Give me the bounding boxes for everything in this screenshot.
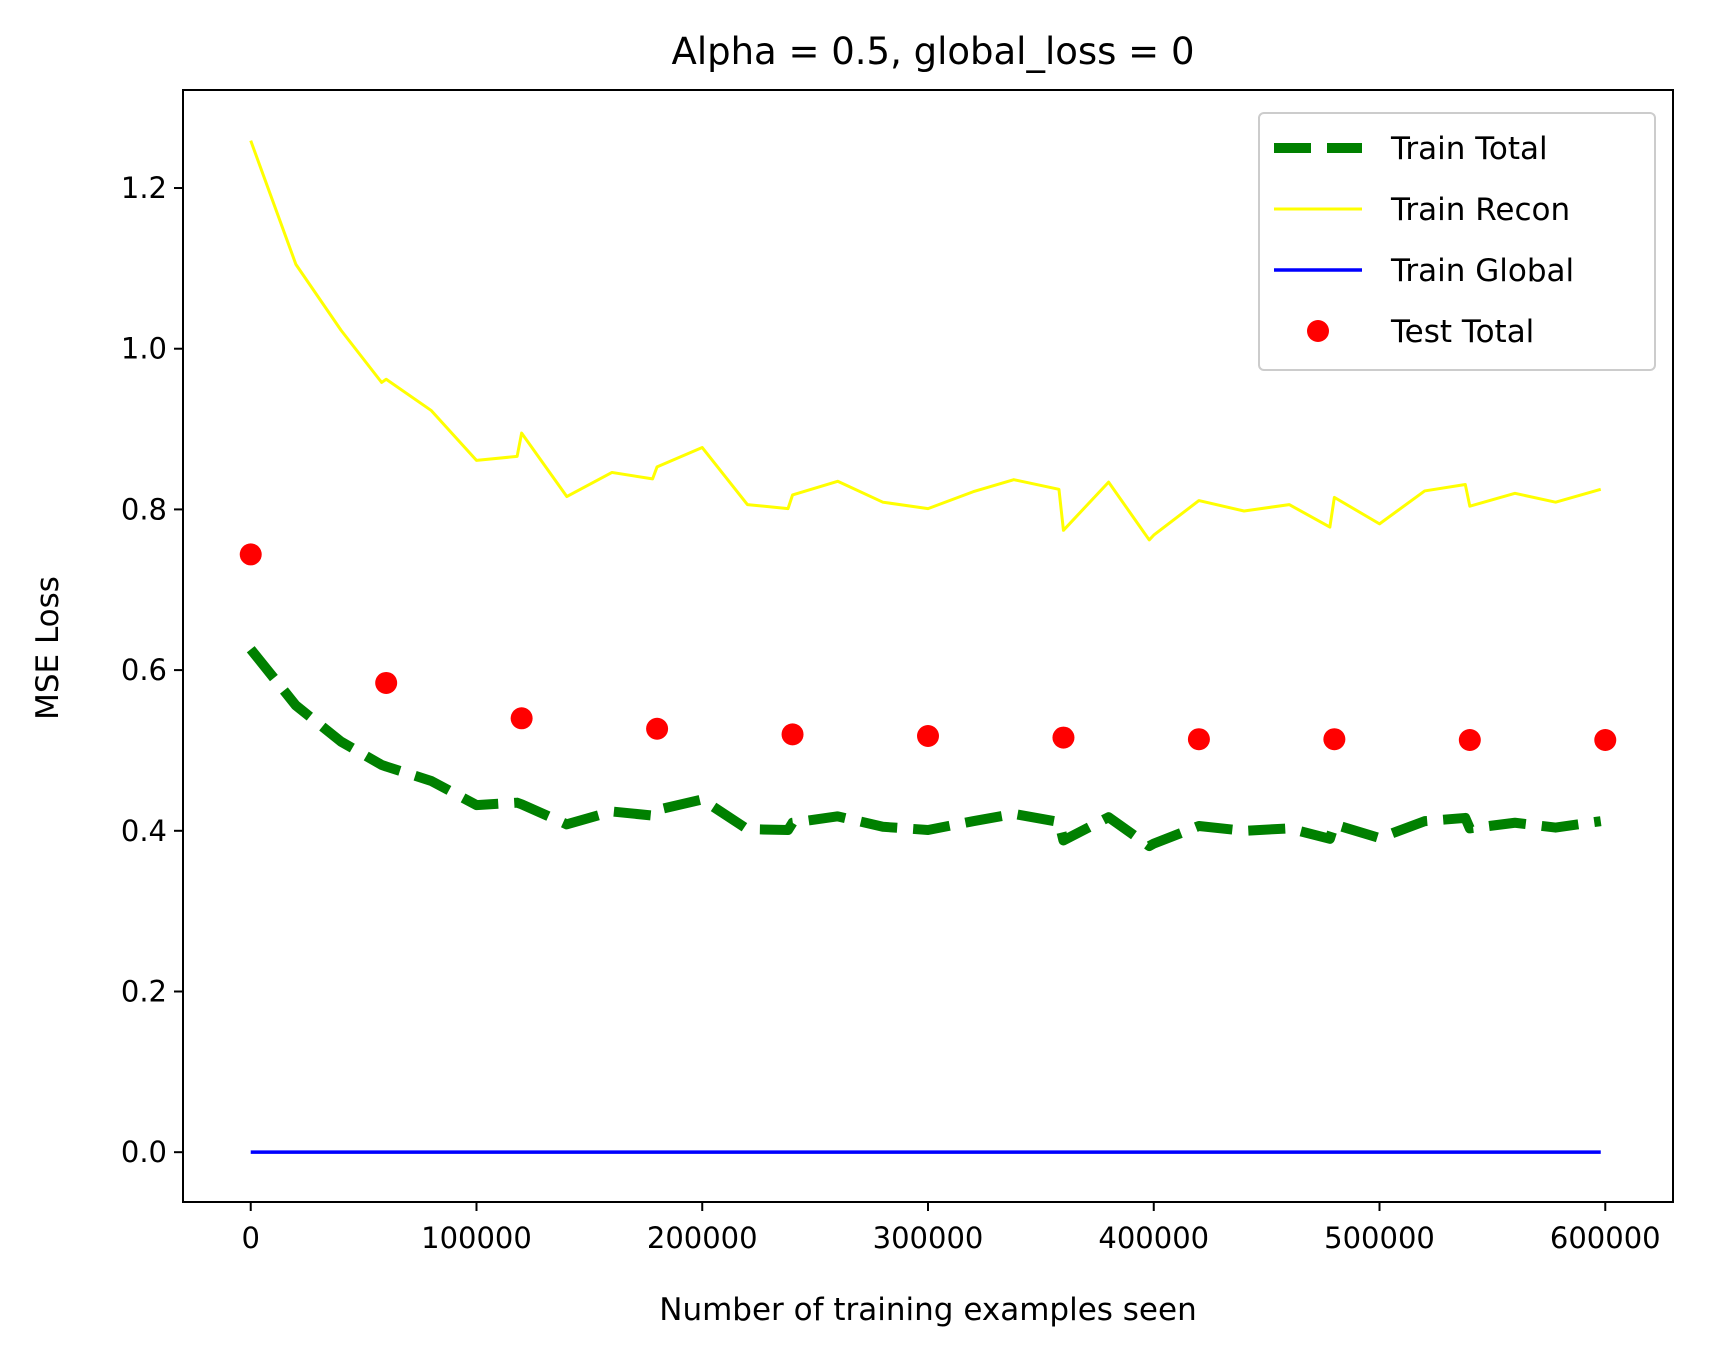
x-axis: 0 100000 200000 300000 400000 500000 600000: [242, 1202, 1661, 1255]
legend-label-test-total: Test Total: [1390, 314, 1534, 350]
y-tick-label: 1.0: [121, 332, 167, 366]
legend-marker-test-total: [1307, 320, 1329, 342]
x-tick-label: 500000: [1324, 1221, 1435, 1255]
test-total-point: [375, 671, 398, 694]
train-recon-line: [249, 140, 1602, 542]
legend-label-train-global: Train Global: [1390, 253, 1574, 289]
y-tick-label: 0.4: [121, 814, 167, 848]
x-tick-label: 0: [242, 1221, 260, 1255]
y-tick-label: 0.6: [121, 653, 167, 687]
test-total-point: [781, 723, 804, 746]
y-tick-label: 1.2: [121, 171, 167, 205]
legend-label-train-recon: Train Recon: [1390, 192, 1570, 228]
x-axis-label: Number of training examples seen: [659, 1292, 1196, 1328]
test-total-point: [1187, 728, 1210, 751]
test-total-point: [1458, 729, 1481, 752]
test-total-point: [646, 717, 669, 740]
legend: Train Total Train Recon Train Global Test T…: [1258, 112, 1656, 371]
y-axis: 0.0 0.2 0.4 0.6 0.8 1.0 1.2: [121, 171, 183, 1169]
x-tick-label: 300000: [873, 1221, 984, 1255]
test-total-point: [1594, 729, 1617, 752]
legend-label-train-total: Train Total: [1390, 131, 1548, 167]
train-total-line: [246, 646, 1602, 852]
y-tick-label: 0.2: [121, 974, 167, 1008]
test-total-point: [1052, 726, 1075, 749]
test-total-point: [1323, 728, 1346, 751]
plot-area: [239, 140, 1617, 1154]
x-tick-label: 600000: [1550, 1221, 1661, 1255]
x-tick-label: 200000: [647, 1221, 758, 1255]
y-tick-label: 0.8: [121, 492, 167, 526]
chart-title: Alpha = 0.5, global_loss = 0: [672, 30, 1195, 73]
legend-box: [1258, 112, 1656, 371]
x-tick-label: 400000: [1098, 1221, 1209, 1255]
x-tick-label: 100000: [421, 1221, 532, 1255]
test-total-point: [917, 724, 939, 747]
y-axis-label: MSE Loss: [30, 576, 66, 720]
test-total-point: [239, 543, 262, 566]
test-total-point: [510, 707, 533, 730]
y-tick-label: 0.0: [121, 1135, 167, 1169]
